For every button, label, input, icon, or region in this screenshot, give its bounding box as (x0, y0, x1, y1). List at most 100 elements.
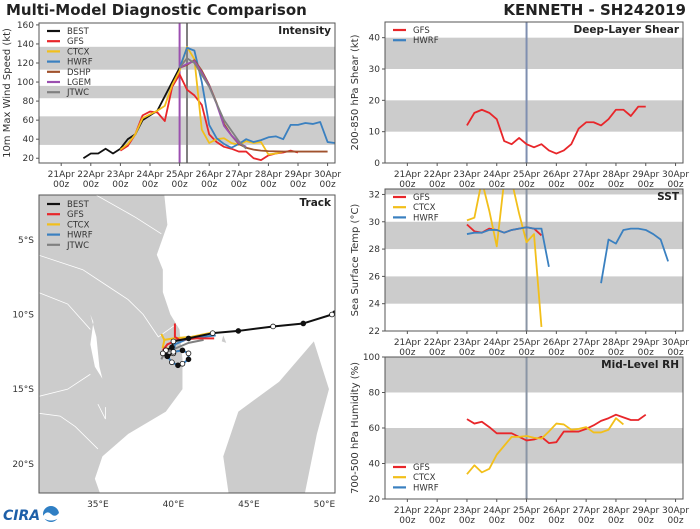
panel-sst: 22242628303221Apr00z22Apr00z23Apr00z24Ap… (350, 188, 689, 358)
x-tick-label: 23Apr (453, 338, 480, 348)
x-tick-hour: 00z (429, 348, 445, 358)
x-tick-hour: 00z (459, 348, 475, 358)
x-tick-hour: 00z (112, 180, 128, 190)
legend-label: GFS (413, 193, 430, 203)
figure-title: Multi-Model Diagnostic Comparison (6, 1, 307, 19)
x-tick-hour: 00z (53, 180, 69, 190)
x-tick-hour: 00z (399, 516, 415, 525)
y-tick-label: 60 (369, 424, 381, 434)
lat-tick-label: 15°S (12, 385, 34, 395)
y-tick-label: 80 (369, 389, 381, 399)
panel-track: 35°E 40°E 45°E 50°E 5°S 10°S 15°S 20°S Track BEST… (12, 194, 336, 510)
x-tick-label: 26Apr (543, 170, 570, 180)
series-line-hwrf (466, 226, 550, 267)
x-tick-hour: 00z (638, 180, 654, 190)
x-tick-label: 28Apr (602, 170, 629, 180)
x-tick-hour: 00z (518, 180, 534, 190)
y-tick-label: 30 (369, 218, 381, 228)
africa-landmass (39, 195, 183, 493)
legend-label: CTCX (67, 47, 90, 57)
series-line-jtwc (178, 57, 247, 150)
lon-tick-label: 40°E (163, 500, 185, 510)
x-tick-label: 21Apr (48, 170, 75, 180)
legend-label: HWRF (413, 213, 439, 223)
plot-frame (384, 188, 684, 332)
x-tick-hour: 00z (578, 516, 594, 525)
country-border (95, 195, 162, 235)
x-tick-hour: 00z (608, 516, 624, 525)
legend-label: HWRF (67, 58, 93, 68)
legend-label: CTCX (413, 203, 436, 213)
y-tick-label: 40 (369, 460, 381, 470)
x-tick-hour: 00z (320, 180, 336, 190)
series-line-hwrf (600, 227, 669, 284)
x-tick-label: 28Apr (255, 170, 282, 180)
legend-label: BEST (67, 27, 90, 37)
track-point-best (329, 311, 335, 318)
series-line-hwrf (178, 46, 335, 149)
series-line-gfs (466, 413, 647, 444)
y-axis-label: 200-850 hPa Shear (kt) (350, 34, 361, 150)
panel-title: Deep-Layer Shear (573, 24, 679, 36)
shaded-band (385, 357, 683, 393)
x-tick-hour: 00z (172, 180, 188, 190)
country-border (39, 254, 180, 338)
y-tick-label: 100 (17, 78, 34, 88)
x-tick-hour: 00z (518, 348, 534, 358)
series-line-ctcx (119, 45, 284, 156)
legend-label: HWRF (413, 36, 439, 46)
panel-title: SST (657, 191, 680, 203)
country-border (39, 292, 91, 330)
x-tick-label: 29Apr (632, 338, 659, 348)
x-tick-label: 26Apr (196, 170, 223, 180)
x-tick-hour: 00z (638, 348, 654, 358)
x-tick-hour: 00z (578, 348, 594, 358)
x-tick-label: 25Apr (513, 170, 540, 180)
y-tick-label: 20 (23, 154, 35, 164)
x-tick-hour: 00z (548, 516, 564, 525)
series-line-gfs (466, 105, 646, 155)
lon-tick-label: 35°E (87, 500, 109, 510)
x-tick-label: 23Apr (107, 170, 134, 180)
series-line-ctcx (466, 417, 624, 475)
x-tick-hour: 00z (518, 516, 534, 525)
legend-label: JTWC (66, 88, 89, 98)
lon-tick-label: 50°E (314, 500, 336, 510)
y-tick-label: 60 (23, 116, 35, 126)
plot-frame (384, 21, 684, 164)
legend-label: GFS (413, 463, 430, 473)
track-point-best (270, 323, 276, 330)
legend-label: GFS (67, 210, 84, 220)
x-tick-label: 30Apr (662, 170, 689, 180)
x-tick-hour: 00z (429, 180, 445, 190)
series-line-ctcx (466, 189, 543, 327)
x-tick-hour: 00z (83, 180, 99, 190)
x-tick-label: 24Apr (483, 506, 510, 516)
shaded-band (385, 428, 683, 464)
x-tick-label: 27Apr (573, 170, 600, 180)
y-axis-label: 700-500 hPa Humidity (%) (350, 362, 361, 494)
panel-intensity: 2040608010012014016021Apr00z22Apr00z23Ap… (2, 21, 341, 190)
y-tick-label: 160 (17, 21, 34, 31)
x-tick-label: 29Apr (632, 170, 659, 180)
y-tick-label: 40 (369, 34, 381, 44)
x-tick-label: 23Apr (453, 506, 480, 516)
legend-label: BEST (67, 200, 90, 210)
shaded-band (385, 100, 683, 132)
y-tick-label: 120 (17, 59, 34, 69)
series-line-gfs (119, 73, 299, 162)
plot-content (385, 189, 683, 331)
x-tick-label: 28Apr (602, 506, 629, 516)
map-frame (38, 194, 336, 494)
shaded-band (385, 189, 683, 195)
x-tick-label: 22Apr (424, 170, 451, 180)
x-tick-label: 29Apr (284, 170, 311, 180)
x-tick-label: 25Apr (513, 506, 540, 516)
y-axis-label: 10m Max Wind Speed (kt) (2, 28, 13, 158)
x-tick-label: 22Apr (424, 338, 451, 348)
y-tick-label: 100 (363, 353, 380, 363)
x-tick-hour: 00z (489, 348, 505, 358)
track-point-hwrf (175, 362, 181, 369)
x-tick-hour: 00z (489, 180, 505, 190)
plot-content (39, 23, 335, 163)
